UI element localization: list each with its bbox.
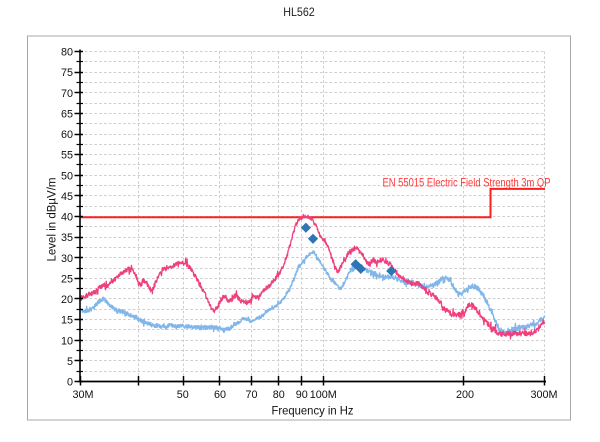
svg-text:65: 65 <box>61 108 73 120</box>
svg-text:35: 35 <box>61 232 73 244</box>
svg-text:5: 5 <box>67 356 73 368</box>
svg-text:40: 40 <box>61 212 73 224</box>
svg-text:10: 10 <box>61 335 73 347</box>
svg-text:20: 20 <box>61 294 73 306</box>
svg-text:Frequency in Hz: Frequency in Hz <box>272 404 354 418</box>
svg-text:75: 75 <box>61 67 73 79</box>
svg-text:60: 60 <box>61 129 73 141</box>
svg-text:200: 200 <box>456 389 474 401</box>
svg-text:EN 55015 Electric Field Streng: EN 55015 Electric Field Strength 3m QP <box>383 176 551 190</box>
svg-text:15: 15 <box>61 315 73 327</box>
svg-text:300M: 300M <box>530 389 557 401</box>
svg-text:90: 90 <box>296 389 308 401</box>
svg-text:80: 80 <box>273 389 285 401</box>
svg-text:55: 55 <box>61 150 73 162</box>
svg-text:70: 70 <box>61 88 73 100</box>
svg-text:0: 0 <box>67 377 73 389</box>
svg-text:45: 45 <box>61 191 73 203</box>
svg-text:70: 70 <box>245 389 257 401</box>
svg-text:50: 50 <box>177 389 189 401</box>
svg-text:100M: 100M <box>310 389 337 401</box>
svg-text:60: 60 <box>214 389 226 401</box>
svg-text:25: 25 <box>61 273 73 285</box>
svg-text:50: 50 <box>61 170 73 182</box>
svg-text:HL562: HL562 <box>283 5 315 19</box>
svg-text:30: 30 <box>61 253 73 265</box>
svg-text:30M: 30M <box>72 389 93 401</box>
svg-text:Level in dBµV/m: Level in dBµV/m <box>47 178 59 262</box>
svg-text:80: 80 <box>61 47 73 59</box>
